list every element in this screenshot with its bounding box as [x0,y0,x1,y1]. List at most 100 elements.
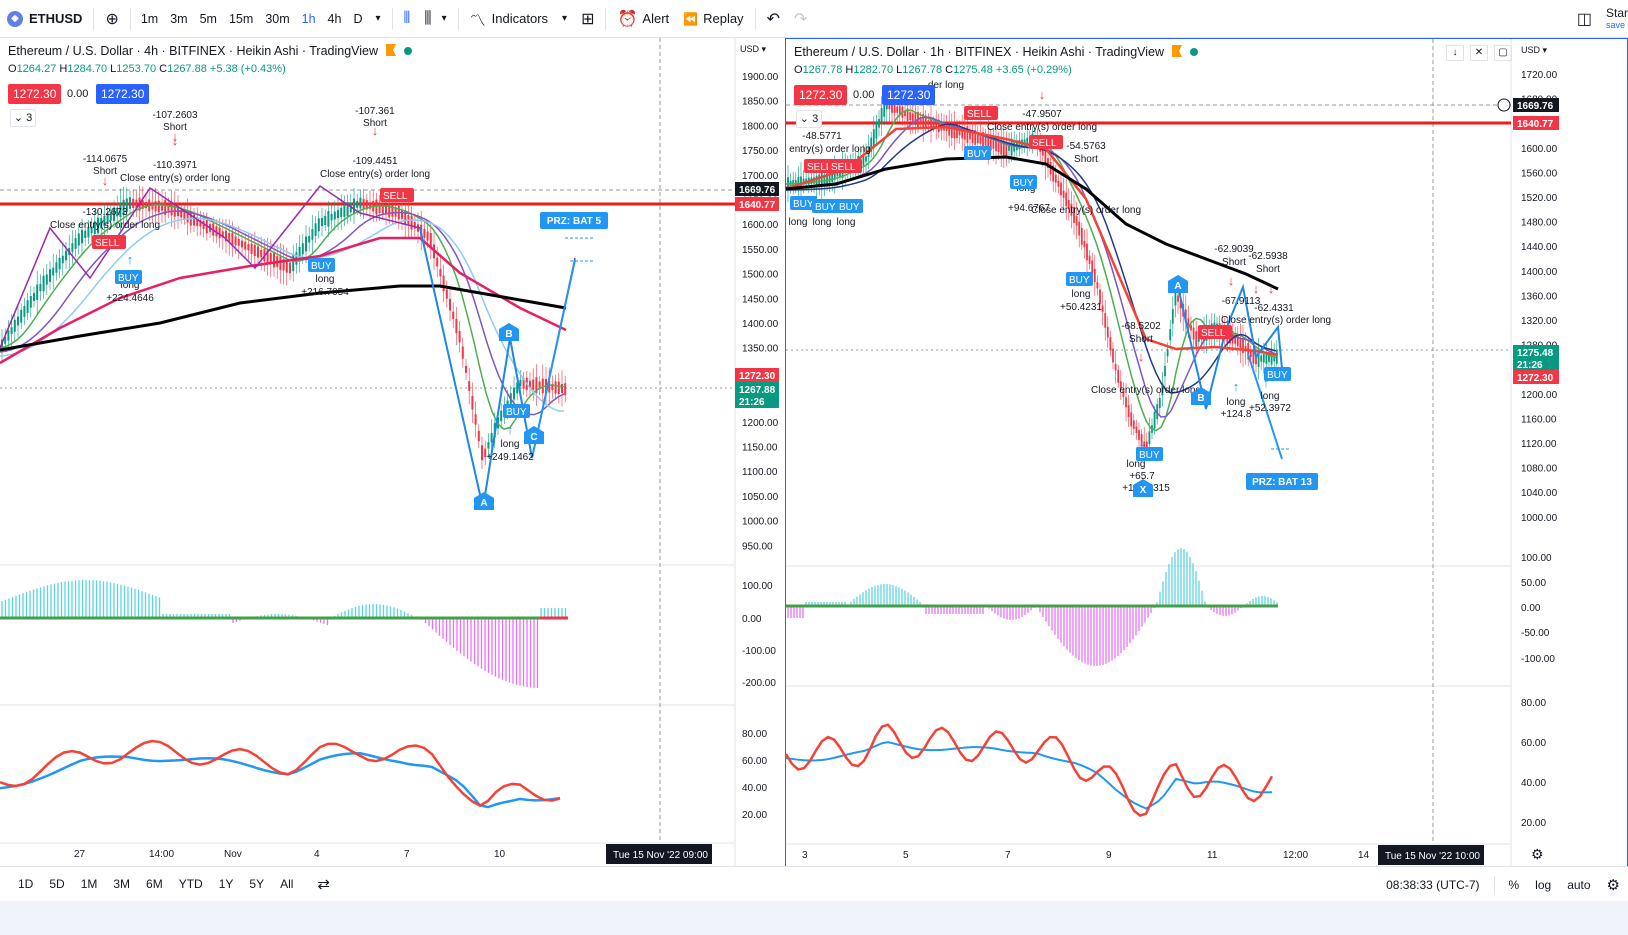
candle [979,135,982,144]
trade-annotation: -107.361 [355,106,395,117]
arrow-down-icon[interactable]: ↓ [1446,45,1464,61]
candle [1275,350,1278,364]
candle [404,209,407,225]
rsi-tick: 20.00 [1521,818,1546,829]
bar-countdown: 21:26 [1517,360,1543,371]
interval-d[interactable]: D [353,11,363,26]
chart-pane-4h[interactable]: 1900.001850.001800.001750.001700.001650.… [0,38,780,904]
rsi-tick: 40.00 [1521,778,1546,789]
candle [154,200,157,212]
chart-canvas-4h[interactable]: 1900.001850.001800.001750.001700.001650.… [0,38,780,866]
candle [1145,441,1148,451]
alert-button[interactable]: ⏰ Alert [610,0,676,38]
interval-3m[interactable]: 3m [170,11,188,26]
candle [1138,430,1140,440]
chart-legend[interactable]: Ethereum / U.S. Dollar · 4h · BITFINEX ·… [8,44,413,58]
close-icon[interactable]: ✕ [1470,45,1488,61]
candle [244,241,247,250]
candle [455,318,458,334]
chart-settings-button[interactable]: ⚙ [1599,876,1628,894]
candle [449,298,451,311]
pattern-point-x: X [1140,485,1147,496]
log-toggle[interactable]: log [1535,877,1552,892]
candle [183,211,186,219]
chart-pane-1h[interactable]: 1720.001680.001640.001600.001560.001520.… [785,38,1628,904]
buy-price-button[interactable]: 1272.30 [96,84,150,104]
chart-legend[interactable]: Ethereum / U.S. Dollar · 1h · BITFINEX ·… [794,45,1199,59]
time-tick: 14 [1358,850,1370,861]
maximize-icon[interactable]: ▢ [1494,45,1512,61]
buy-price-button[interactable]: 1272.30 [882,85,936,105]
price-label-resistance-bg [735,197,779,211]
range-all[interactable]: All [280,877,294,891]
candle [42,275,45,292]
indicators-collapse-button[interactable]: ⌄ 3 [10,109,36,127]
redo-icon: ↷ [793,10,808,28]
bar-type-button[interactable]: ⫼ ▾ [417,0,453,38]
sell-price-button[interactable]: 1272.30 [794,85,848,105]
goto-date-button[interactable]: ⇄ [309,875,338,893]
range-1d[interactable]: 1D [18,877,34,891]
auto-toggle[interactable]: auto [1567,877,1591,892]
sell-tag: SELL [967,109,992,120]
sell-arrow-icon: ↓ [172,133,179,148]
undo-button[interactable]: ↶ [760,0,787,38]
interval-4h[interactable]: 4h [327,11,342,26]
time-tick: 27 [74,849,86,860]
interval-30m[interactable]: 30m [265,11,290,26]
chart-canvas-1h[interactable]: 1720.001680.001640.001600.001560.001520.… [786,39,1627,867]
range-5y[interactable]: 5Y [249,877,265,891]
trade-annotation: -107.2603 [152,110,197,121]
candle [1270,350,1273,365]
interval-dropdown[interactable]: ▾ [368,0,387,38]
interval-5m[interactable]: 5m [199,11,217,26]
candle [906,108,909,122]
candle [10,327,13,334]
indicators-collapse-button[interactable]: ⌄ 3 [796,110,822,128]
pattern-point-c: C [530,432,537,443]
range-3m[interactable]: 3M [113,877,131,891]
flag-icon[interactable] [386,44,397,56]
flag-icon[interactable] [1172,45,1183,57]
candle [911,113,914,122]
layout-button[interactable]: ⊞ [574,0,601,38]
compare-button[interactable]: ⊕ [98,0,125,38]
indicators-button[interactable]: 〽 Indicators ▾ [463,0,574,38]
range-5d[interactable]: 5D [49,877,65,891]
candle [976,133,979,144]
bar-countdown: 21:26 [739,397,765,408]
candle [535,377,538,393]
save-button[interactable]: Star save [1599,0,1628,38]
range-1m[interactable]: 1M [80,877,98,891]
replay-button[interactable]: ⏪ Replay [676,0,750,38]
candle [113,207,115,221]
sell-price-button[interactable]: 1272.30 [8,84,62,104]
macd-tick: -100.00 [1521,654,1555,665]
percent-toggle[interactable]: % [1508,877,1520,892]
bar-countdown-bg [1513,357,1559,371]
redo-button[interactable]: ↷ [787,0,814,38]
clock-timezone[interactable]: 08:38:33 (UTC-7) [1386,877,1480,892]
trade-annotation: Close entry(s) order long [120,173,230,184]
candle [1262,354,1265,363]
sell-tag-bg [1029,135,1063,149]
candle [247,244,250,251]
interval-15m[interactable]: 15m [228,11,254,26]
range-ytd[interactable]: YTD [178,877,203,891]
currency-label[interactable]: USD ▾ [1521,45,1548,55]
candle [948,122,951,136]
interval-1h[interactable]: 1h [301,11,316,26]
candle [311,229,314,240]
layout-toggle-button[interactable]: ◫ [1570,0,1599,38]
candle-type-button[interactable]: ⫴ [397,0,418,38]
symbol-search[interactable]: ◆ ETHUSD [0,0,89,38]
pattern-point-a: A [480,498,487,509]
interval-1m[interactable]: 1m [140,11,159,26]
candle [26,300,29,313]
range-1y[interactable]: 1Y [218,877,234,891]
alert-label: Alert [642,11,670,26]
candle [362,198,365,209]
range-6m[interactable]: 6M [146,877,163,891]
currency-label[interactable]: USD ▾ [740,44,767,54]
footer-strip [0,901,1628,935]
